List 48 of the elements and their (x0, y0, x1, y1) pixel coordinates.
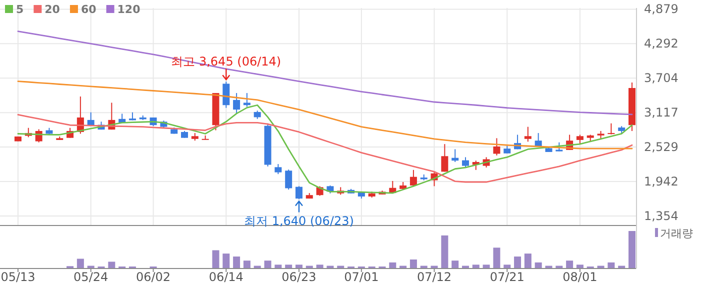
bar (316, 264, 324, 268)
bar (233, 256, 240, 268)
legend-label: 120 (117, 3, 141, 16)
bar (472, 264, 480, 268)
bar (264, 260, 272, 268)
x-tick-label: 07/01 (344, 270, 379, 284)
annotation: 최저 1,640 (06/23) (244, 214, 354, 228)
x-tick-label: 06/14 (208, 270, 244, 284)
x-tick-label: 08/01 (562, 270, 598, 284)
bar (285, 264, 292, 268)
legend-label: 20 (44, 3, 60, 16)
x-tick-label: 07/21 (490, 270, 524, 284)
x-tick-label: 05/24 (74, 270, 108, 284)
bar (274, 264, 282, 268)
bar (576, 264, 584, 268)
bar (389, 262, 396, 268)
bar (452, 260, 459, 268)
y-tick-label: 4,879 (644, 2, 678, 16)
bar (524, 254, 532, 268)
y-tick-label: 1,354 (644, 208, 678, 223)
bar (482, 264, 490, 268)
y-tick-label: 2,529 (644, 140, 678, 154)
y-tick-label: 3,704 (644, 71, 678, 86)
bar (108, 262, 116, 268)
legend-label: 5 (16, 3, 24, 16)
bar (410, 259, 417, 268)
bar (441, 235, 448, 268)
bar (534, 262, 542, 268)
y-tick-label: 3,117 (644, 106, 678, 120)
x-tick-label: 07/12 (416, 270, 452, 284)
y-tick-label: 1,942 (644, 174, 678, 188)
bar (295, 264, 302, 268)
bar (493, 248, 500, 268)
x-tick-label: 06/02 (136, 270, 171, 284)
bar (212, 250, 220, 268)
y-tick-label: 4,292 (644, 36, 678, 51)
bar (504, 264, 511, 268)
x-tick-label: 05/13 (0, 270, 36, 284)
bar (628, 231, 636, 268)
bar (222, 254, 230, 268)
legend-label: 60 (80, 3, 97, 16)
bar (76, 258, 84, 268)
bar (566, 260, 574, 268)
bar (608, 262, 615, 268)
bar (243, 260, 250, 268)
bar (514, 256, 522, 268)
legend-label: 거래량 (660, 227, 693, 240)
x-tick-label: 06/23 (282, 270, 316, 284)
